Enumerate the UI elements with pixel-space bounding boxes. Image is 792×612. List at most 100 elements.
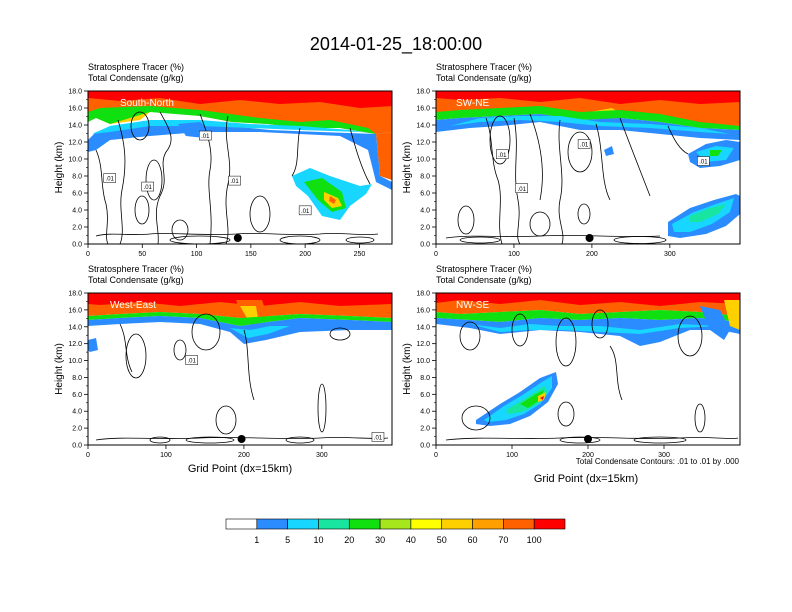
x-tick-label: 0 (434, 251, 438, 258)
contour-label-text: .01 (580, 143, 589, 149)
y-axis: 0.0 2.0 4.0 6.0 8.0 10.0 12.0 14.0 16.0 18.0 (416, 291, 436, 450)
colorbar: 1 5 10 20 30 40 50 60 70 100 (225, 518, 566, 545)
panel-subtitle-tracer: Stratosphere Tracer (%) (88, 264, 184, 274)
colorbar-label: 40 (406, 535, 416, 545)
y-tick-label: 6.0 (420, 392, 430, 399)
panel-label: NW-SE (456, 300, 489, 311)
location-marker (237, 435, 246, 443)
colorbar-swatch (256, 518, 288, 530)
x-tick-label: 200 (238, 452, 250, 459)
x-tick-label: 200 (299, 251, 311, 258)
y-tick-label: 2.0 (72, 225, 82, 232)
y-tick-label: 12.0 (68, 341, 82, 348)
contour-label-box (515, 183, 528, 193)
y-tick-label: 0.0 (72, 242, 82, 249)
condensate-contours (95, 313, 389, 444)
contour-label: .01 (515, 183, 528, 193)
y-tick-label: 0.0 (420, 443, 430, 450)
x-tick-label: 150 (245, 251, 257, 258)
y-axis-label: Height (km) (54, 343, 65, 395)
contour-label: .01 (185, 355, 198, 365)
panel-subtitle-tracer: Stratosphere Tracer (%) (88, 62, 184, 72)
y-tick-label: 16.0 (68, 106, 82, 113)
plot-area (436, 293, 740, 444)
contour-label-text: .01 (374, 435, 383, 441)
x-tick-label: 0 (86, 251, 90, 258)
x-axis-label: Grid Point (dx=15km) (188, 463, 292, 475)
colorbar-swatch (225, 518, 258, 530)
contour-labels: .01 .01 .01 .01 (496, 139, 710, 193)
y-tick-label: 18.0 (68, 291, 82, 298)
contour-labels: .01 .01 (185, 355, 385, 442)
colorbar-swatch (533, 518, 566, 530)
contour-label-box (577, 139, 591, 149)
colorbar-label: 100 (527, 535, 542, 545)
condensate-contours (445, 309, 739, 444)
contour-label-box (199, 130, 212, 141)
colorbar-label: 70 (498, 535, 508, 545)
contour-label-text: .01 (498, 153, 507, 159)
plot-area: .01 .01 (88, 293, 392, 444)
y-tick-label: 8.0 (420, 375, 430, 382)
location-marker (584, 435, 592, 443)
y-tick-label: 12.0 (416, 140, 430, 147)
y-tick-label: 16.0 (416, 307, 430, 314)
y-tick-label: 16.0 (416, 106, 430, 113)
contour-label-box (697, 156, 710, 166)
y-tick-label: 14.0 (416, 123, 430, 130)
y-tick-label: 4.0 (72, 409, 82, 416)
location-marker-dot (584, 435, 592, 443)
panel-label: West-East (110, 300, 156, 311)
contour-label-text: .01 (106, 177, 115, 183)
x-tick-label: 200 (586, 251, 598, 258)
y-tick-label: 8.0 (72, 375, 82, 382)
y-axis: 0.0 2.0 4.0 6.0 8.0 10.0 12.0 14.0 16.0 18.0 (68, 291, 88, 450)
contour-label-text: .01 (301, 209, 310, 215)
contour-label-text: .01 (518, 187, 527, 193)
colorbar-swatch (379, 518, 412, 530)
x-tick-label: 300 (664, 251, 676, 258)
contour-label-text: .01 (230, 179, 239, 185)
x-tick-label: 50 (138, 251, 146, 258)
y-tick-label: 14.0 (68, 123, 82, 130)
y-tick-label: 4.0 (72, 208, 82, 215)
y-tick-label: 14.0 (416, 324, 430, 331)
x-axis: 0 100 200 300 (86, 445, 328, 459)
y-tick-label: 0.0 (420, 242, 430, 249)
panel-subtitle-tracer: Stratosphere Tracer (%) (436, 62, 532, 72)
colorbar-swatch (472, 518, 504, 530)
y-tick-label: 0.0 (72, 443, 82, 450)
location-marker (585, 234, 594, 242)
x-axis: 0 100 200 300 (434, 445, 670, 459)
y-tick-label: 18.0 (416, 89, 430, 96)
colorbar-label: 10 (313, 535, 323, 545)
contour-label-box (298, 205, 312, 216)
y-tick-label: 18.0 (68, 89, 82, 96)
contour-label-box (185, 355, 198, 365)
y-tick-label: 4.0 (420, 208, 430, 215)
y-tick-label: 10.0 (416, 358, 430, 365)
y-tick-label: 16.0 (68, 307, 82, 314)
panel-west-east: Stratosphere Tracer (%) Total Condensate… (54, 264, 393, 475)
x-tick-label: 100 (508, 251, 520, 258)
colorbar-swatch (441, 518, 473, 530)
panel-label: SW-NE (456, 98, 489, 109)
x-tick-label: 0 (86, 452, 90, 459)
x-tick-label: 300 (658, 452, 670, 459)
contour-label: .01 (199, 130, 212, 141)
y-tick-label: 10.0 (68, 157, 82, 164)
colorbar-label: 60 (468, 535, 478, 545)
colorbar-label: 50 (437, 535, 447, 545)
tracer-field (88, 293, 392, 352)
contour-label: .01 (496, 149, 509, 159)
y-tick-label: 12.0 (416, 341, 430, 348)
x-tick-label: 200 (582, 452, 594, 459)
panel-subtitle-tracer: Stratosphere Tracer (%) (436, 264, 532, 274)
plot-area: .01 .01 .01 .01 .01 (88, 91, 392, 244)
contour-label-text: .01 (201, 134, 210, 140)
contour-label: .01 (298, 205, 312, 216)
y-tick-label: 10.0 (68, 358, 82, 365)
y-axis: 0.0 2.0 4.0 6.0 8.0 10.0 12.0 14.0 16.0 18.0 (416, 89, 436, 249)
contour-label-box (228, 175, 241, 186)
location-marker (233, 234, 242, 242)
